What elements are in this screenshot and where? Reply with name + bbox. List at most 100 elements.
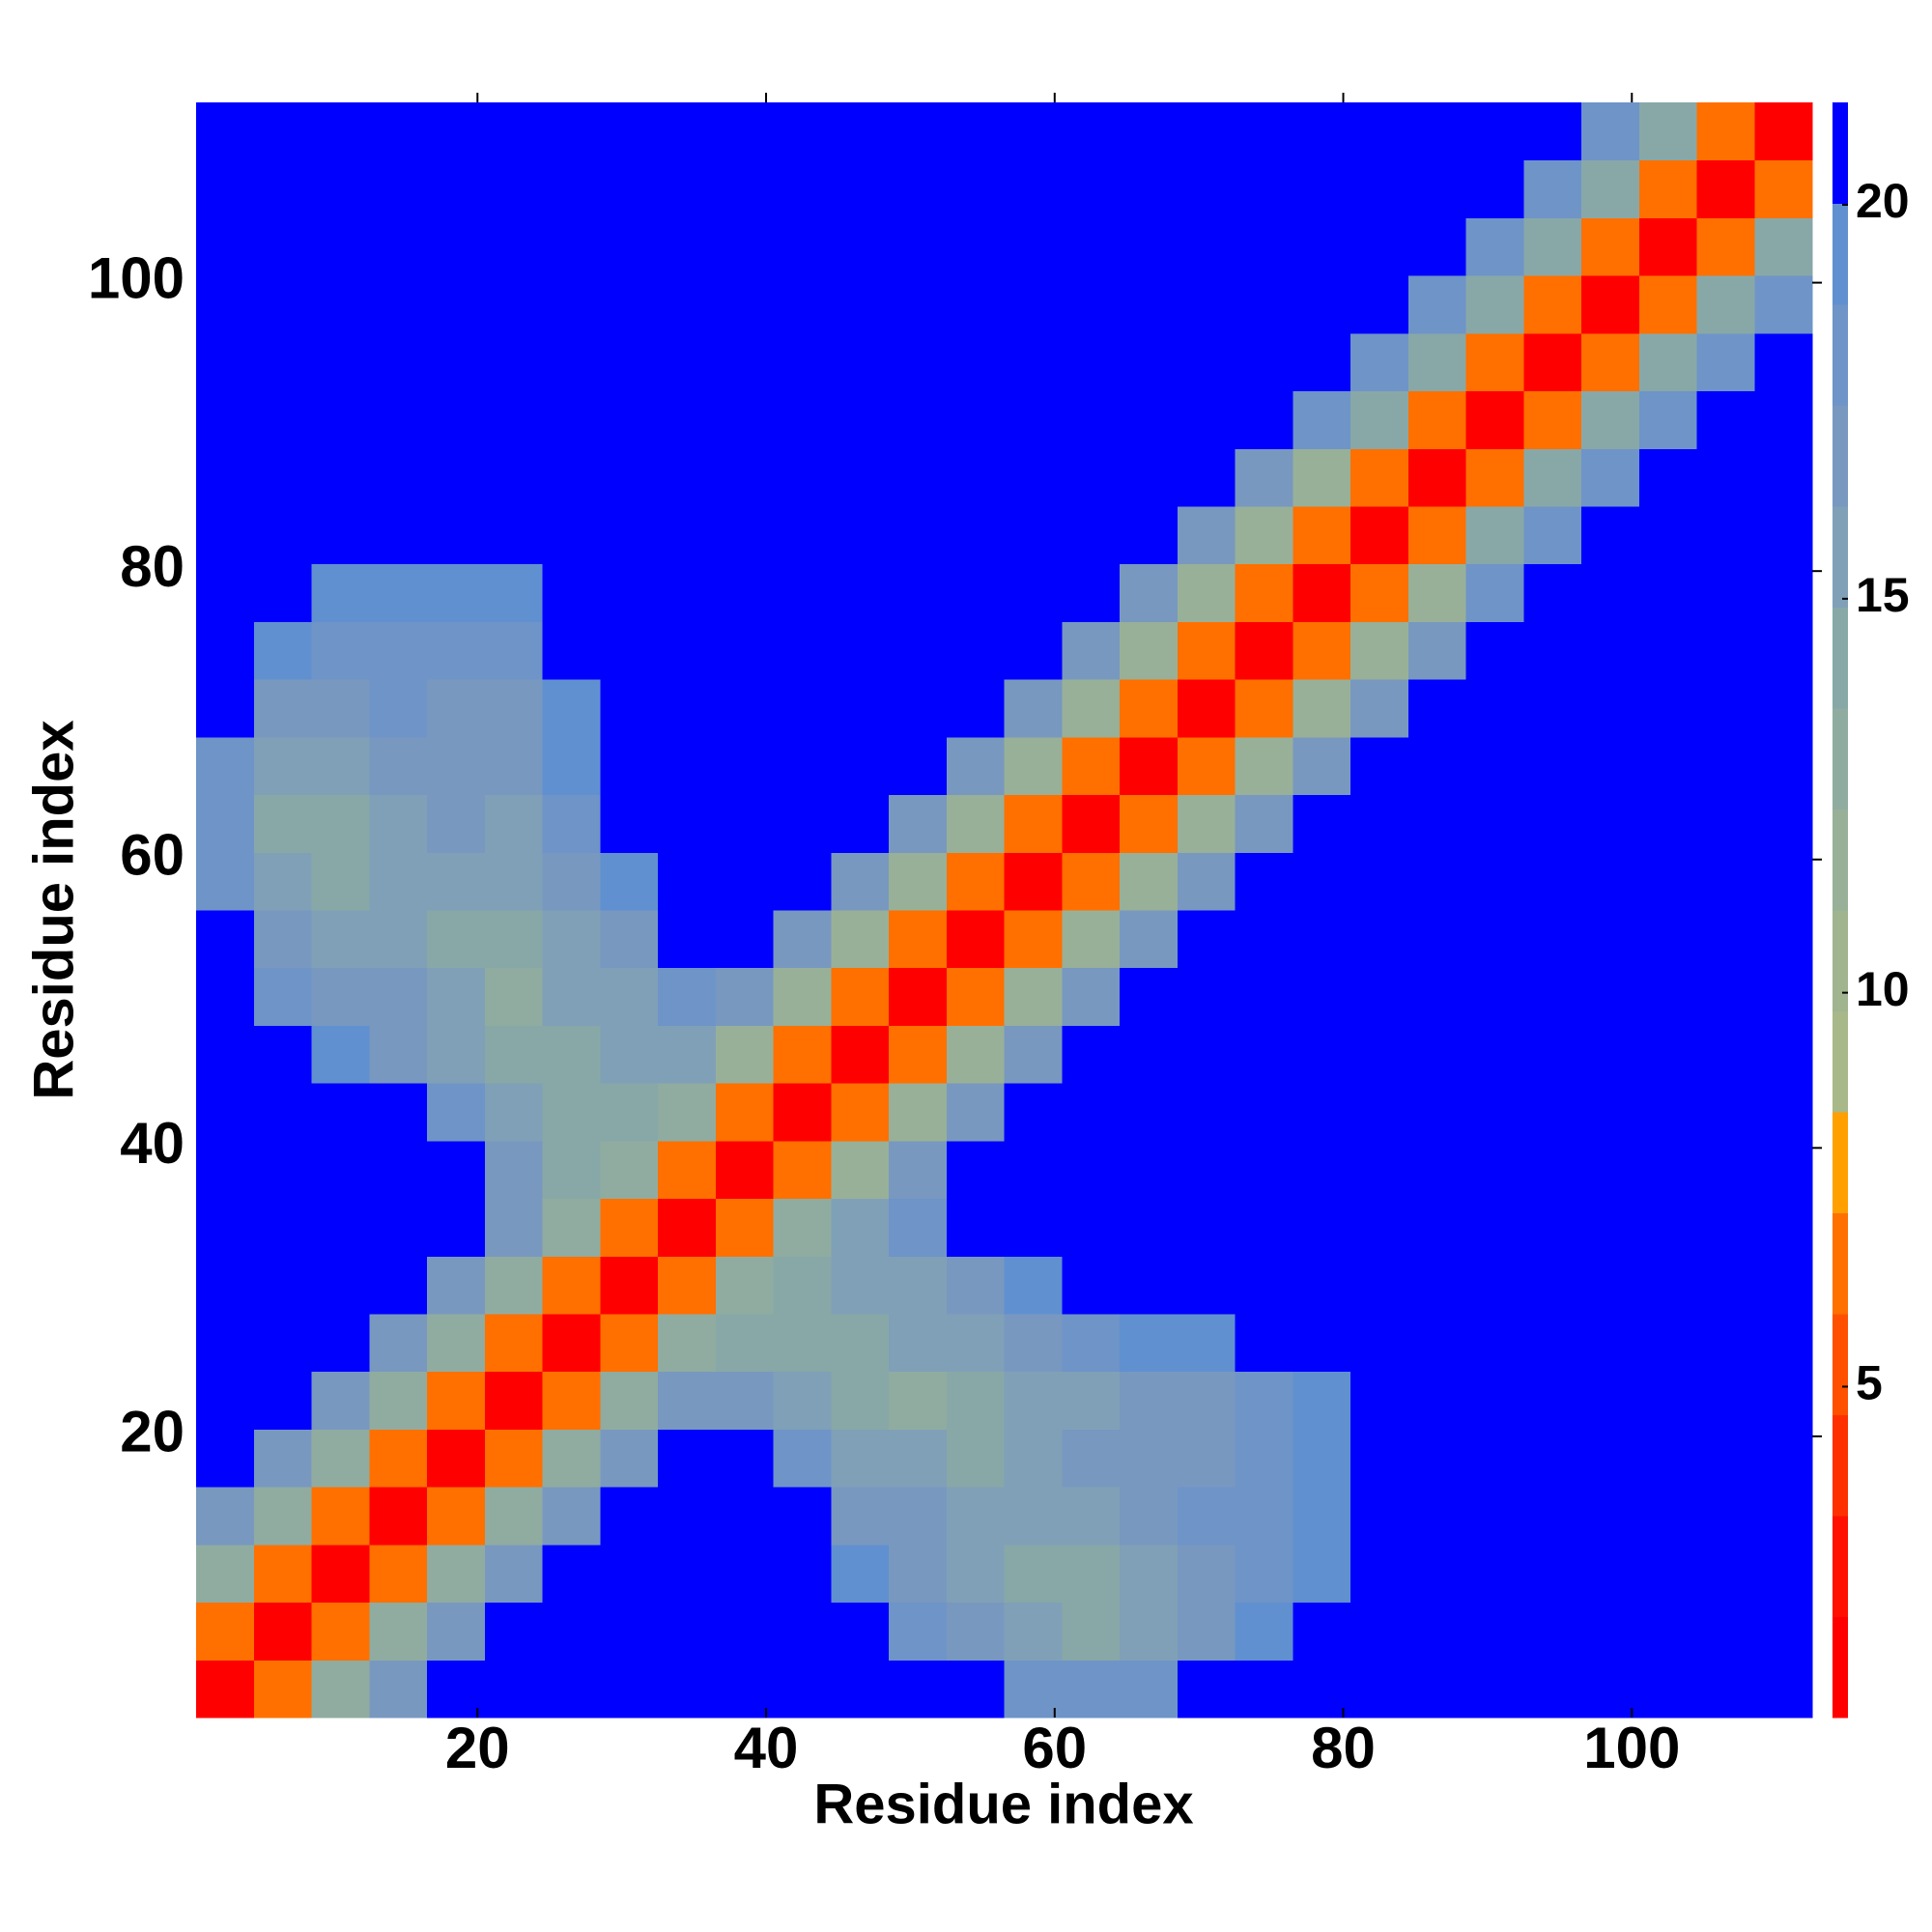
heatmap-cell: [484, 275, 543, 334]
heatmap-cell: [1465, 679, 1524, 738]
heatmap-cell: [1062, 448, 1121, 507]
heatmap-cell: [427, 1083, 486, 1142]
heatmap-cell: [427, 736, 486, 796]
heatmap-cell: [658, 1429, 717, 1488]
heatmap-cell: [1581, 1083, 1640, 1142]
heatmap-cell: [311, 1544, 370, 1604]
heatmap-cell: [1696, 1083, 1755, 1142]
heatmap-cell: [1638, 852, 1697, 911]
heatmap-cell: [946, 1487, 1005, 1546]
heatmap-cell: [196, 621, 255, 680]
heatmap-cell: [1293, 563, 1351, 622]
heatmap-cell: [542, 1025, 601, 1084]
heatmap-cell: [773, 159, 832, 218]
heatmap-cell: [1004, 506, 1063, 565]
heatmap-cell: [773, 621, 832, 680]
heatmap-cell: [1407, 159, 1466, 218]
heatmap-cell: [1407, 1602, 1466, 1661]
heatmap-cell: [946, 910, 1005, 969]
colorbar-segment: [1833, 304, 1848, 406]
heatmap-cell: [715, 390, 774, 449]
heatmap-cell: [1235, 1256, 1293, 1315]
heatmap-cell: [889, 332, 948, 392]
heatmap-cell: [658, 736, 717, 796]
heatmap-cell: [1062, 794, 1121, 853]
heatmap-cell: [1235, 794, 1293, 853]
heatmap-cell: [542, 1140, 601, 1200]
heatmap-cell: [542, 1544, 601, 1604]
heatmap-cell: [831, 794, 890, 853]
heatmap-cell: [658, 621, 717, 680]
heatmap-cell: [542, 102, 601, 161]
heatmap-cell: [253, 621, 312, 680]
heatmap-cell: [1350, 1602, 1409, 1661]
heatmap-cell: [1638, 1371, 1697, 1430]
heatmap-cell: [369, 1371, 428, 1430]
heatmap-cell: [658, 1487, 717, 1546]
heatmap-cell: [1177, 736, 1236, 796]
heatmap-cell: [1004, 1660, 1063, 1719]
heatmap-cell: [831, 1429, 890, 1488]
heatmap-cell: [773, 679, 832, 738]
heatmap-cell: [889, 563, 948, 622]
heatmap-cell: [484, 621, 543, 680]
heatmap-cell: [1465, 1429, 1524, 1488]
heatmap-cell: [484, 1544, 543, 1604]
heatmap-cell: [427, 1256, 486, 1315]
heatmap-cell: [253, 448, 312, 507]
heatmap-cell: [1523, 1198, 1582, 1257]
heatmap-cell: [715, 1429, 774, 1488]
heatmap-cell: [773, 390, 832, 449]
heatmap-cell: [484, 1198, 543, 1257]
heatmap-cell: [1696, 275, 1755, 334]
heatmap-cell: [773, 1602, 832, 1661]
heatmap-cell: [600, 563, 659, 622]
heatmap-cell: [1754, 217, 1813, 276]
heatmap-cell: [1754, 332, 1813, 392]
heatmap-cell: [773, 1544, 832, 1604]
heatmap-cell: [253, 275, 312, 334]
heatmap-cell: [253, 1314, 312, 1373]
heatmap-cell: [715, 1198, 774, 1257]
heatmap-cell: [1407, 679, 1466, 738]
heatmap-cell: [484, 852, 543, 911]
heatmap-cell: [369, 1429, 428, 1488]
heatmap-cell: [369, 1487, 428, 1546]
heatmap-cell: [253, 102, 312, 161]
heatmap-cell: [1696, 506, 1755, 565]
heatmap-cell: [889, 506, 948, 565]
heatmap-cell: [1235, 159, 1293, 218]
heatmap-cell: [311, 679, 370, 738]
heatmap-cell: [889, 1660, 948, 1719]
heatmap-cell: [1004, 621, 1063, 680]
heatmap-cell: [1696, 1602, 1755, 1661]
heatmap-cell: [369, 910, 428, 969]
heatmap-cell: [1696, 448, 1755, 507]
heatmap-cell: [1581, 679, 1640, 738]
heatmap-cell: [831, 852, 890, 911]
heatmap-cell: [311, 1371, 370, 1430]
heatmap-cell: [1350, 217, 1409, 276]
heatmap-cell: [889, 852, 948, 911]
heatmap-cell: [1581, 506, 1640, 565]
heatmap-cell: [1235, 102, 1293, 161]
heatmap-cell: [1004, 910, 1063, 969]
heatmap-cell: [196, 1660, 255, 1719]
heatmap-cell: [946, 852, 1005, 911]
heatmap-cell: [889, 910, 948, 969]
heatmap-cell: [311, 621, 370, 680]
y-tick-label: 20: [120, 1400, 185, 1464]
heatmap-cell: [773, 1140, 832, 1200]
heatmap-cell: [889, 1371, 948, 1430]
heatmap-cell: [1293, 621, 1351, 680]
heatmap-cell: [1293, 679, 1351, 738]
heatmap-cell: [600, 332, 659, 392]
heatmap-cell: [773, 1198, 832, 1257]
heatmap-cell: [311, 563, 370, 622]
heatmap-cell: [1350, 1660, 1409, 1719]
heatmap-cell: [1465, 1198, 1524, 1257]
y-axis-label: Residue index: [22, 720, 85, 1099]
heatmap-cell: [1465, 332, 1524, 392]
heatmap-cell: [1293, 1544, 1351, 1604]
heatmap-cell: [1523, 1083, 1582, 1142]
